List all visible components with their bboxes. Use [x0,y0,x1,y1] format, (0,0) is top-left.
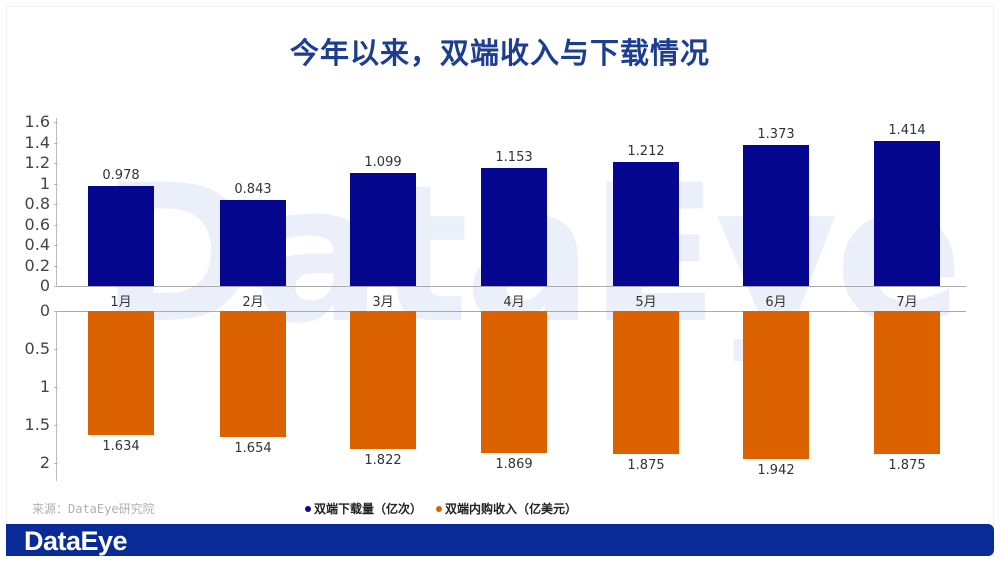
download-bar [88,185,154,286]
revenue-value-label: 1.875 [627,457,665,473]
download-bar [874,141,940,286]
revenue-bar [481,311,547,454]
y-tick-mark [54,265,58,267]
y-tick-mark [54,425,58,426]
legend: 双端下载量（亿次） 双端内购收入（亿美元） [305,500,577,517]
y-tick-mark [54,387,58,388]
chart-title: 今年以来，双端收入与下载情况 [289,36,710,70]
legend-dot-icon [305,505,311,512]
y-tick-label: 1.4 [24,132,50,152]
source-note: 来源：DataEye研究院 [32,502,155,516]
download-value-label: 1.153 [495,149,533,165]
y-tick-label: 0 [39,276,50,295]
y-tick-mark [54,142,58,144]
y-tick-mark [54,183,58,185]
month-label: 5月 [635,295,657,310]
revenue-value-label: 1.822 [364,453,402,469]
y-tick-label: 0.6 [24,214,50,234]
y-tick-label: 0.4 [24,235,50,254]
y-tick-label: 1 [39,173,50,193]
top-x-axis [56,286,966,287]
dataeye-logo: DataEye [24,526,128,556]
y-tick-label: 0 [39,301,50,320]
download-bar [220,199,286,286]
y-tick-mark [54,245,58,246]
top-y-axis [56,118,57,286]
revenue-bar [220,311,286,437]
download-value-label: 0.843 [234,181,272,197]
download-bar [613,161,679,286]
y-tick-mark [54,349,58,350]
y-tick-label: 2 [39,453,50,472]
footer-bar [6,524,994,556]
legend-label: 双端内购收入（亿美元） [445,502,578,516]
month-label: 2月 [242,295,264,310]
month-label: 3月 [372,295,394,310]
y-tick-mark [54,286,58,287]
y-tick-label: 0.8 [24,194,50,213]
month-label: 4月 [503,295,525,310]
download-value-label: 1.212 [627,143,665,159]
legend-dot-icon [436,505,443,512]
month-label: 7月 [896,295,918,310]
download-value-label: 0.978 [102,167,140,183]
y-tick-label: 1.2 [24,153,50,172]
y-tick-mark [54,163,58,164]
download-value-label: 1.414 [888,123,926,139]
y-tick-mark [54,122,58,123]
y-tick-mark [54,224,58,226]
y-tick-label: 0.5 [24,339,50,358]
month-label: 6月 [765,295,787,310]
download-bar [350,173,416,286]
legend-item-revenue: 双端内购收入（亿美元） [436,500,577,517]
revenue-bar [874,311,940,454]
download-bar [743,145,809,286]
revenue-bar [743,311,809,459]
revenue-value-label: 1.654 [234,440,272,456]
bottom-y-axis [56,311,57,481]
y-tick-mark [54,311,58,312]
revenue-value-label: 1.869 [495,457,533,473]
legend-item-downloads: 双端下载量（亿次） [305,500,422,517]
y-tick-mark [54,463,58,464]
revenue-bar [613,311,679,454]
y-tick-label: 0.2 [24,255,50,275]
revenue-bar [350,311,416,450]
y-tick-label: 1.5 [24,415,50,434]
y-tick-label: 1.6 [24,112,50,131]
revenue-value-label: 1.875 [888,457,926,473]
month-label: 1月 [110,295,132,310]
y-tick-label: 1 [39,377,50,396]
revenue-bar [88,311,154,436]
revenue-value-label: 1.942 [757,462,795,478]
legend-label: 双端下载量（亿次） [314,502,423,516]
download-value-label: 1.373 [757,127,795,143]
y-tick-mark [54,204,58,205]
revenue-value-label: 1.634 [102,439,140,455]
download-value-label: 1.099 [364,155,402,171]
download-bar [481,167,547,286]
